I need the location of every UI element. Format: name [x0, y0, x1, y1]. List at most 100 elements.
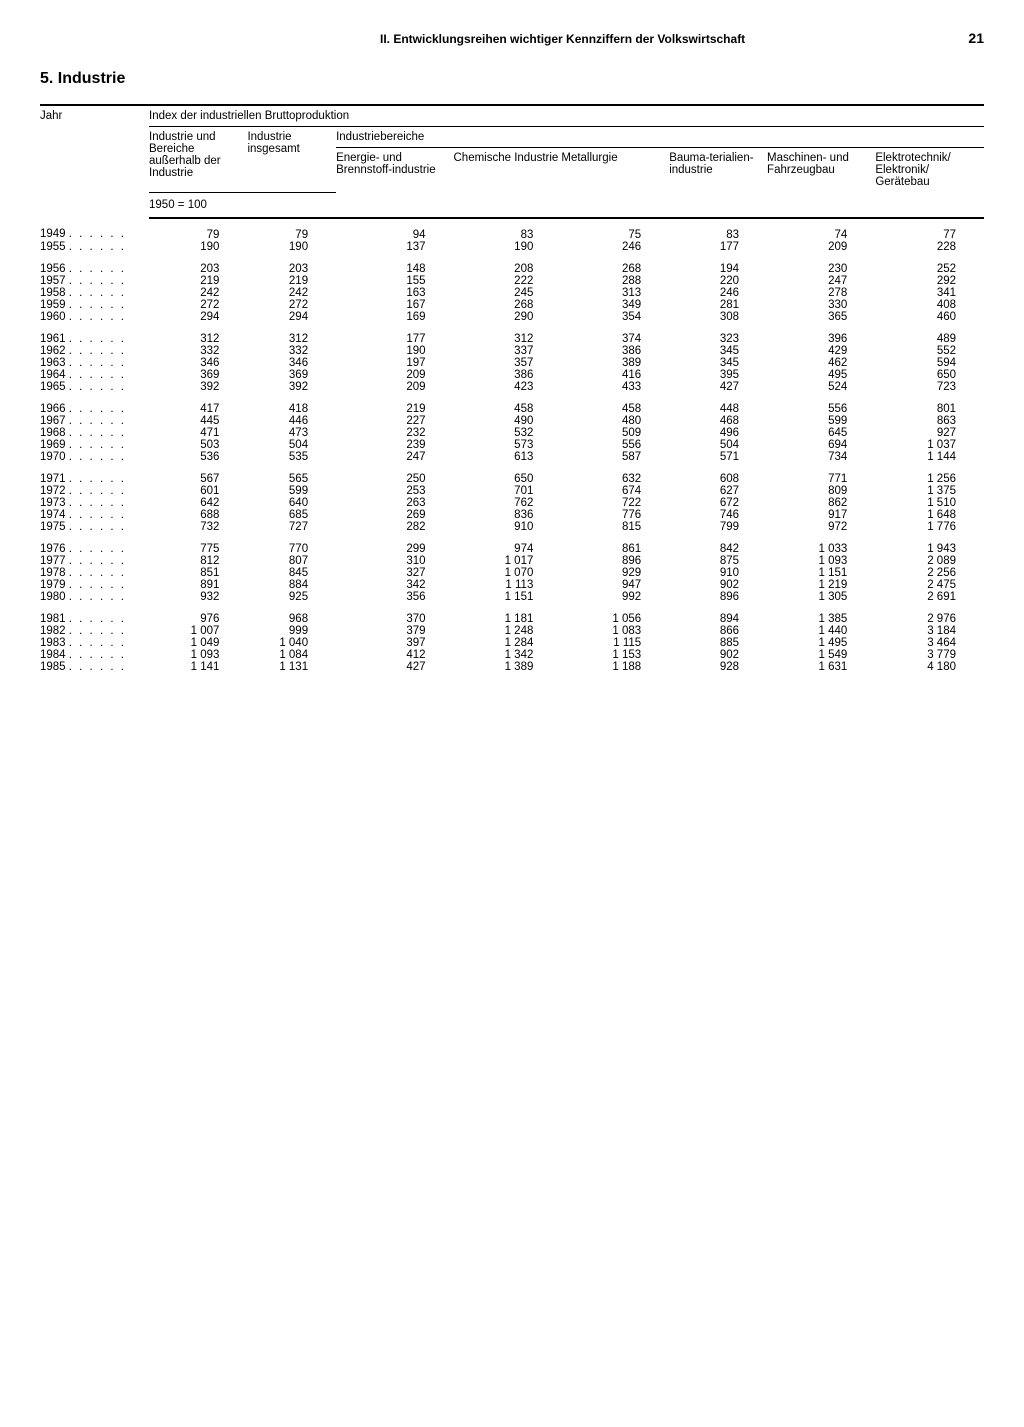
table-row: 1974 . . . . . .6886852698367767469171 6…: [40, 509, 984, 521]
table-row: 1959 . . . . . .272272167268349281330408: [40, 299, 984, 311]
value-cell: 1 084: [247, 649, 336, 661]
value-cell: 230: [767, 253, 875, 275]
value-cell: 79: [149, 218, 247, 241]
value-cell: 252: [875, 253, 984, 275]
value-cell: 1 256: [875, 463, 984, 485]
year-cell: 1957 . . . . . .: [40, 275, 149, 287]
value-cell: 312: [149, 323, 247, 345]
value-cell: 862: [767, 497, 875, 509]
value-cell: 356: [336, 591, 453, 603]
year-cell: 1973 . . . . . .: [40, 497, 149, 509]
table-row: 1964 . . . . . .369369209386416395495650: [40, 369, 984, 381]
value-cell: 341: [875, 287, 984, 299]
value-cell: 1 375: [875, 485, 984, 497]
value-cell: 445: [149, 415, 247, 427]
value-cell: 155: [336, 275, 453, 287]
value-cell: 1 115: [561, 637, 669, 649]
value-cell: 556: [561, 439, 669, 451]
value-cell: 345: [669, 345, 767, 357]
value-cell: 269: [336, 509, 453, 521]
value-cell: 281: [669, 299, 767, 311]
value-cell: 509: [561, 427, 669, 439]
value-cell: 327: [336, 567, 453, 579]
value-cell: 473: [247, 427, 336, 439]
spanner-bereiche: Industriebereiche: [336, 127, 984, 148]
table-row: 1970 . . . . . .5365352476135875717341 1…: [40, 451, 984, 463]
value-cell: 972: [767, 521, 875, 533]
value-cell: 389: [561, 357, 669, 369]
value-cell: 685: [247, 509, 336, 521]
value-cell: 3 464: [875, 637, 984, 649]
value-cell: 884: [247, 579, 336, 591]
value-cell: 861: [561, 533, 669, 555]
value-cell: 535: [247, 451, 336, 463]
value-cell: 863: [875, 415, 984, 427]
table-row: 1962 . . . . . .332332190337386345429552: [40, 345, 984, 357]
value-cell: 1 181: [454, 603, 562, 625]
table-row: 1982 . . . . . .1 0079993791 2481 083866…: [40, 625, 984, 637]
table-row: 1949 . . . . . .7979948375837477: [40, 218, 984, 241]
value-cell: 608: [669, 463, 767, 485]
year-cell: 1956 . . . . . .: [40, 253, 149, 275]
value-cell: 1 040: [247, 637, 336, 649]
table-row: 1981 . . . . . .9769683701 1811 0568941 …: [40, 603, 984, 625]
value-cell: 812: [149, 555, 247, 567]
value-cell: 1 070: [454, 567, 562, 579]
value-cell: 396: [767, 323, 875, 345]
value-cell: 2 691: [875, 591, 984, 603]
year-cell: 1983 . . . . . .: [40, 637, 149, 649]
value-cell: 1 385: [767, 603, 875, 625]
value-cell: 1 037: [875, 439, 984, 451]
table-row: 1985 . . . . . .1 1411 1314271 3891 1889…: [40, 661, 984, 673]
value-cell: 190: [247, 241, 336, 253]
value-cell: 1 248: [454, 625, 562, 637]
value-cell: 272: [149, 299, 247, 311]
value-cell: 228: [875, 241, 984, 253]
year-cell: 1962 . . . . . .: [40, 345, 149, 357]
year-cell: 1963 . . . . . .: [40, 357, 149, 369]
value-cell: 4 180: [875, 661, 984, 673]
col-header-industrie-insgesamt: Industrie insgesamt: [247, 127, 336, 193]
value-cell: 290: [454, 311, 562, 323]
value-cell: 927: [875, 427, 984, 439]
table-row: 1958 . . . . . .242242163245313246278341: [40, 287, 984, 299]
value-cell: 815: [561, 521, 669, 533]
value-cell: 268: [454, 299, 562, 311]
value-cell: 354: [561, 311, 669, 323]
value-cell: 672: [669, 497, 767, 509]
value-cell: 1 495: [767, 637, 875, 649]
value-cell: 1 284: [454, 637, 562, 649]
value-cell: 312: [247, 323, 336, 345]
value-cell: 1 943: [875, 533, 984, 555]
value-cell: 599: [247, 485, 336, 497]
value-cell: 349: [561, 299, 669, 311]
value-cell: 299: [336, 533, 453, 555]
value-cell: 209: [767, 241, 875, 253]
value-cell: 896: [561, 555, 669, 567]
value-cell: 917: [767, 509, 875, 521]
table-row: 1979 . . . . . .8918843421 1139479021 21…: [40, 579, 984, 591]
value-cell: 866: [669, 625, 767, 637]
value-cell: 496: [669, 427, 767, 439]
col-header-chemische: Chemische Industrie: [454, 148, 562, 193]
value-cell: 732: [149, 521, 247, 533]
value-cell: 369: [247, 369, 336, 381]
value-cell: 1 144: [875, 451, 984, 463]
value-cell: 532: [454, 427, 562, 439]
value-cell: 504: [247, 439, 336, 451]
value-cell: 190: [454, 241, 562, 253]
section-title: 5. Industrie: [40, 70, 984, 88]
value-cell: 417: [149, 393, 247, 415]
spanner-main: Index der industriellen Bruttoproduktion: [149, 105, 984, 127]
value-cell: 386: [454, 369, 562, 381]
value-cell: 308: [669, 311, 767, 323]
year-cell: 1974 . . . . . .: [40, 509, 149, 521]
value-cell: 429: [767, 345, 875, 357]
value-cell: 910: [454, 521, 562, 533]
value-cell: 246: [669, 287, 767, 299]
value-cell: 1 049: [149, 637, 247, 649]
value-cell: 929: [561, 567, 669, 579]
value-cell: 468: [669, 415, 767, 427]
value-cell: 323: [669, 323, 767, 345]
value-cell: 799: [669, 521, 767, 533]
